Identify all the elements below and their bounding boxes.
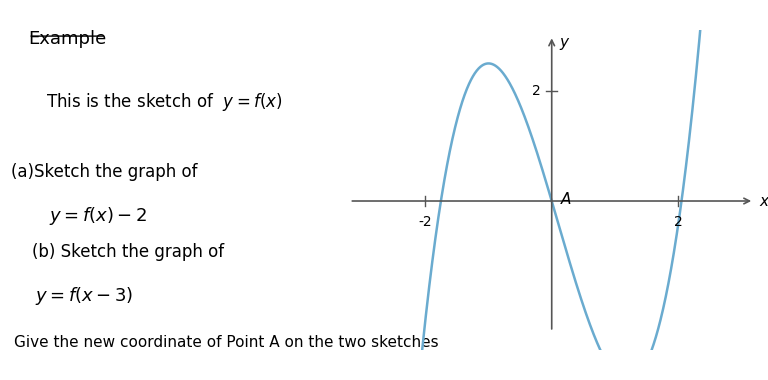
Text: 2: 2 bbox=[674, 215, 683, 229]
Text: Give the new coordinate of Point A on the two sketches: Give the new coordinate of Point A on th… bbox=[14, 335, 439, 350]
Text: (b) Sketch the graph of: (b) Sketch the graph of bbox=[31, 243, 224, 261]
Text: Example: Example bbox=[28, 30, 107, 48]
Text: 2: 2 bbox=[531, 84, 541, 98]
Text: $A$: $A$ bbox=[560, 191, 572, 207]
Text: -2: -2 bbox=[419, 215, 432, 229]
Text: $y$: $y$ bbox=[559, 35, 571, 52]
Text: $y = f(x)-2$: $y = f(x)-2$ bbox=[49, 205, 147, 227]
Text: (a)Sketch the graph of: (a)Sketch the graph of bbox=[11, 163, 197, 181]
Text: This is the sketch of  $y = f(x)$: This is the sketch of $y = f(x)$ bbox=[46, 91, 283, 113]
Text: $x$: $x$ bbox=[759, 193, 768, 209]
Text: $y = f(x-3)$: $y = f(x-3)$ bbox=[35, 285, 134, 307]
